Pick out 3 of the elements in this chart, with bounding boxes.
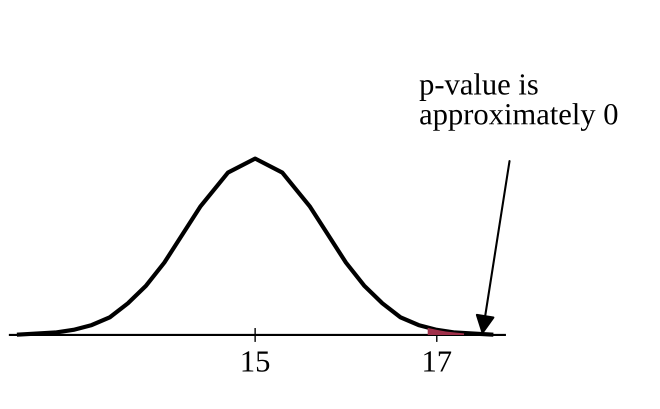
x-tick-label: 15 xyxy=(242,351,270,372)
annotation: p-value is approximately 0 xyxy=(420,73,618,131)
x-tick-label: 17 xyxy=(424,351,452,372)
